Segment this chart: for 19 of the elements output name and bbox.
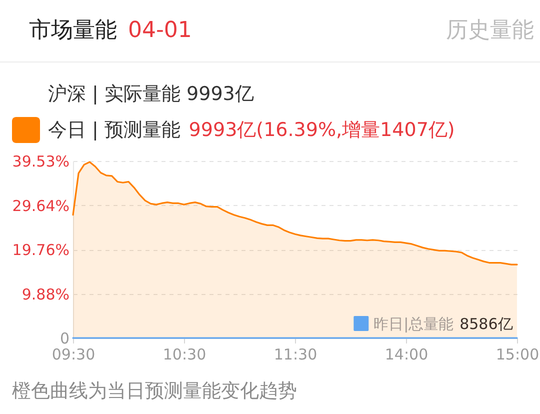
y-tick-label: 9.88% (22, 285, 70, 304)
y-tick-label: 39.53% (12, 152, 70, 170)
x-tick-label: 09:30 (52, 346, 96, 364)
x-tick-label: 14:00 (384, 346, 428, 364)
annotation: 8586亿 (460, 315, 513, 333)
text: 橙色曲线为当日预测量能变化趋势 (12, 380, 297, 402)
text: 9993亿(16.39%,增量1407亿) (188, 119, 455, 141)
y-tick-label: 19.76% (12, 241, 70, 260)
chart-subtitle: 04-01 (128, 18, 192, 43)
y-tick-label: 0 (60, 330, 70, 348)
x-tick-label: 10:30 (162, 346, 206, 364)
text: 沪深 | 实际量能 9993亿 (48, 83, 254, 105)
legend-label: 昨日|总量能 (374, 315, 454, 333)
x-tick-label: 11:30 (274, 346, 318, 364)
chart-title: 市场量能 (29, 18, 117, 43)
text: 历史量能 (446, 18, 534, 43)
x-tick-label: 15:00 (496, 346, 540, 364)
y-tick-label: 29.64% (12, 196, 70, 215)
legend-label: 今日 | 预测量能 (48, 119, 180, 141)
